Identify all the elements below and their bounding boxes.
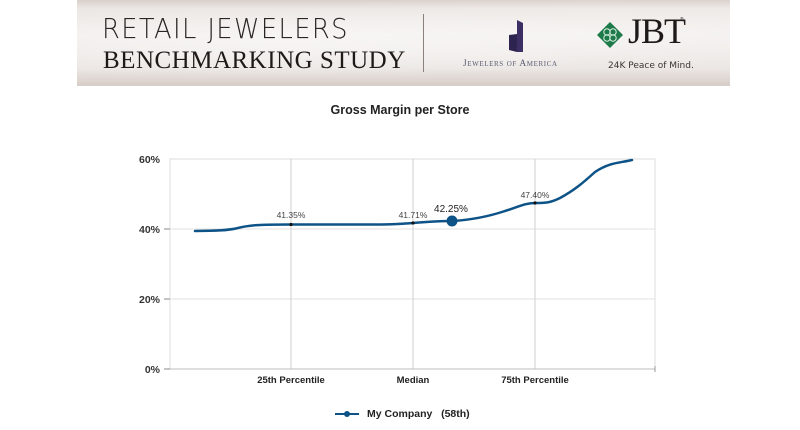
jbt-logo-text: JBT (628, 11, 686, 51)
x-tick-75th: 75th Percentile (501, 375, 569, 386)
legend-label: My Company (58th) (367, 408, 470, 420)
y-tick-60: 60% (139, 154, 161, 166)
jbt-tagline: 24K Peace of Mind. (608, 61, 694, 71)
y-tick-20: 20% (139, 294, 161, 306)
banner-title-line1: RETAIL JEWELERS (102, 12, 349, 45)
p75-value-label: 47.40% (521, 190, 550, 200)
x-tick-median: Median (397, 375, 430, 386)
my-company-line (193, 158, 634, 233)
p75-marker (533, 201, 537, 205)
study-banner: RETAIL JEWELERS BENCHMARKING STUDY Jewel… (77, 0, 730, 86)
banner-title-line2: BENCHMARKING STUDY (103, 47, 406, 74)
my-company-marker[interactable] (446, 215, 458, 227)
median-value-label: 41.71% (399, 210, 428, 220)
jbt-diamond-logo-icon (597, 22, 623, 48)
legend-line-marker-icon (335, 411, 359, 417)
y-tick-0: 0% (145, 364, 161, 376)
my-company-value-label: 42.25% (434, 204, 468, 215)
chart-title: Gross Margin per Store (330, 103, 470, 117)
chart-legend[interactable]: My Company (58th) (335, 408, 470, 420)
x-tick-25th: 25th Percentile (257, 375, 325, 386)
y-tick-40: 40% (139, 224, 161, 236)
jbt-registered-mark: ® (680, 17, 684, 23)
banner-divider (423, 14, 424, 72)
jewelers-of-america-text: Jewelers of America (463, 59, 558, 69)
chart-gridlines (164, 158, 656, 372)
p25-value-label: 41.35% (277, 210, 306, 220)
jewelers-of-america-logo-icon (509, 20, 523, 52)
p25-marker (289, 222, 293, 227)
median-marker (411, 221, 415, 225)
